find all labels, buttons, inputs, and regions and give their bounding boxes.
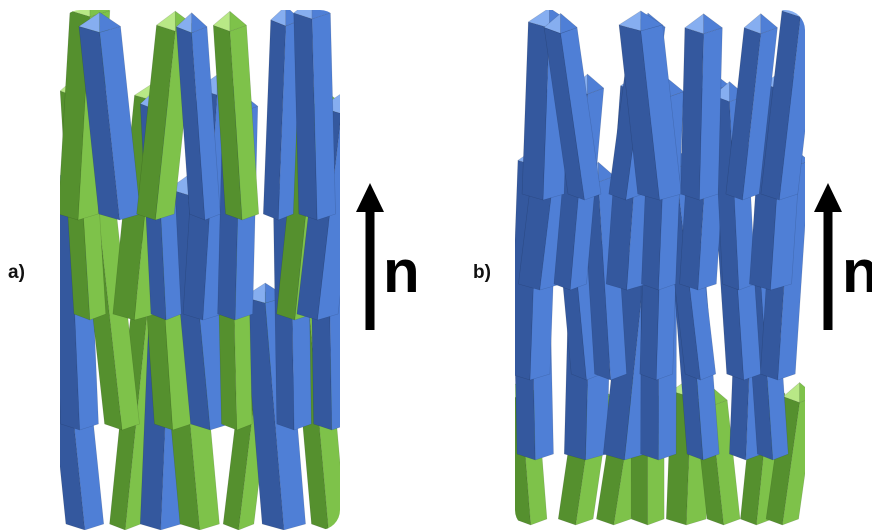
director-label-a: n — [383, 238, 420, 305]
director-arrow-a — [356, 183, 384, 330]
prism-b-3-5 — [725, 13, 778, 201]
panel-label-a: a) — [8, 262, 25, 283]
panel-label-b: b) — [473, 262, 491, 283]
prism-a-3-6 — [293, 10, 336, 221]
prism-b-3-1 — [543, 13, 602, 201]
prism-b-3-3 — [618, 10, 682, 201]
prism-a-3-3 — [175, 12, 221, 221]
prism-b-3-4 — [680, 13, 723, 201]
director-label-b: n — [842, 238, 872, 305]
prism-a-3-4 — [212, 10, 260, 221]
panel-a-prism-cluster — [60, 10, 340, 530]
director-arrow-b — [814, 183, 842, 330]
panel-b-prism-cluster — [515, 10, 805, 526]
prism-b-bottom-7 — [765, 382, 805, 526]
